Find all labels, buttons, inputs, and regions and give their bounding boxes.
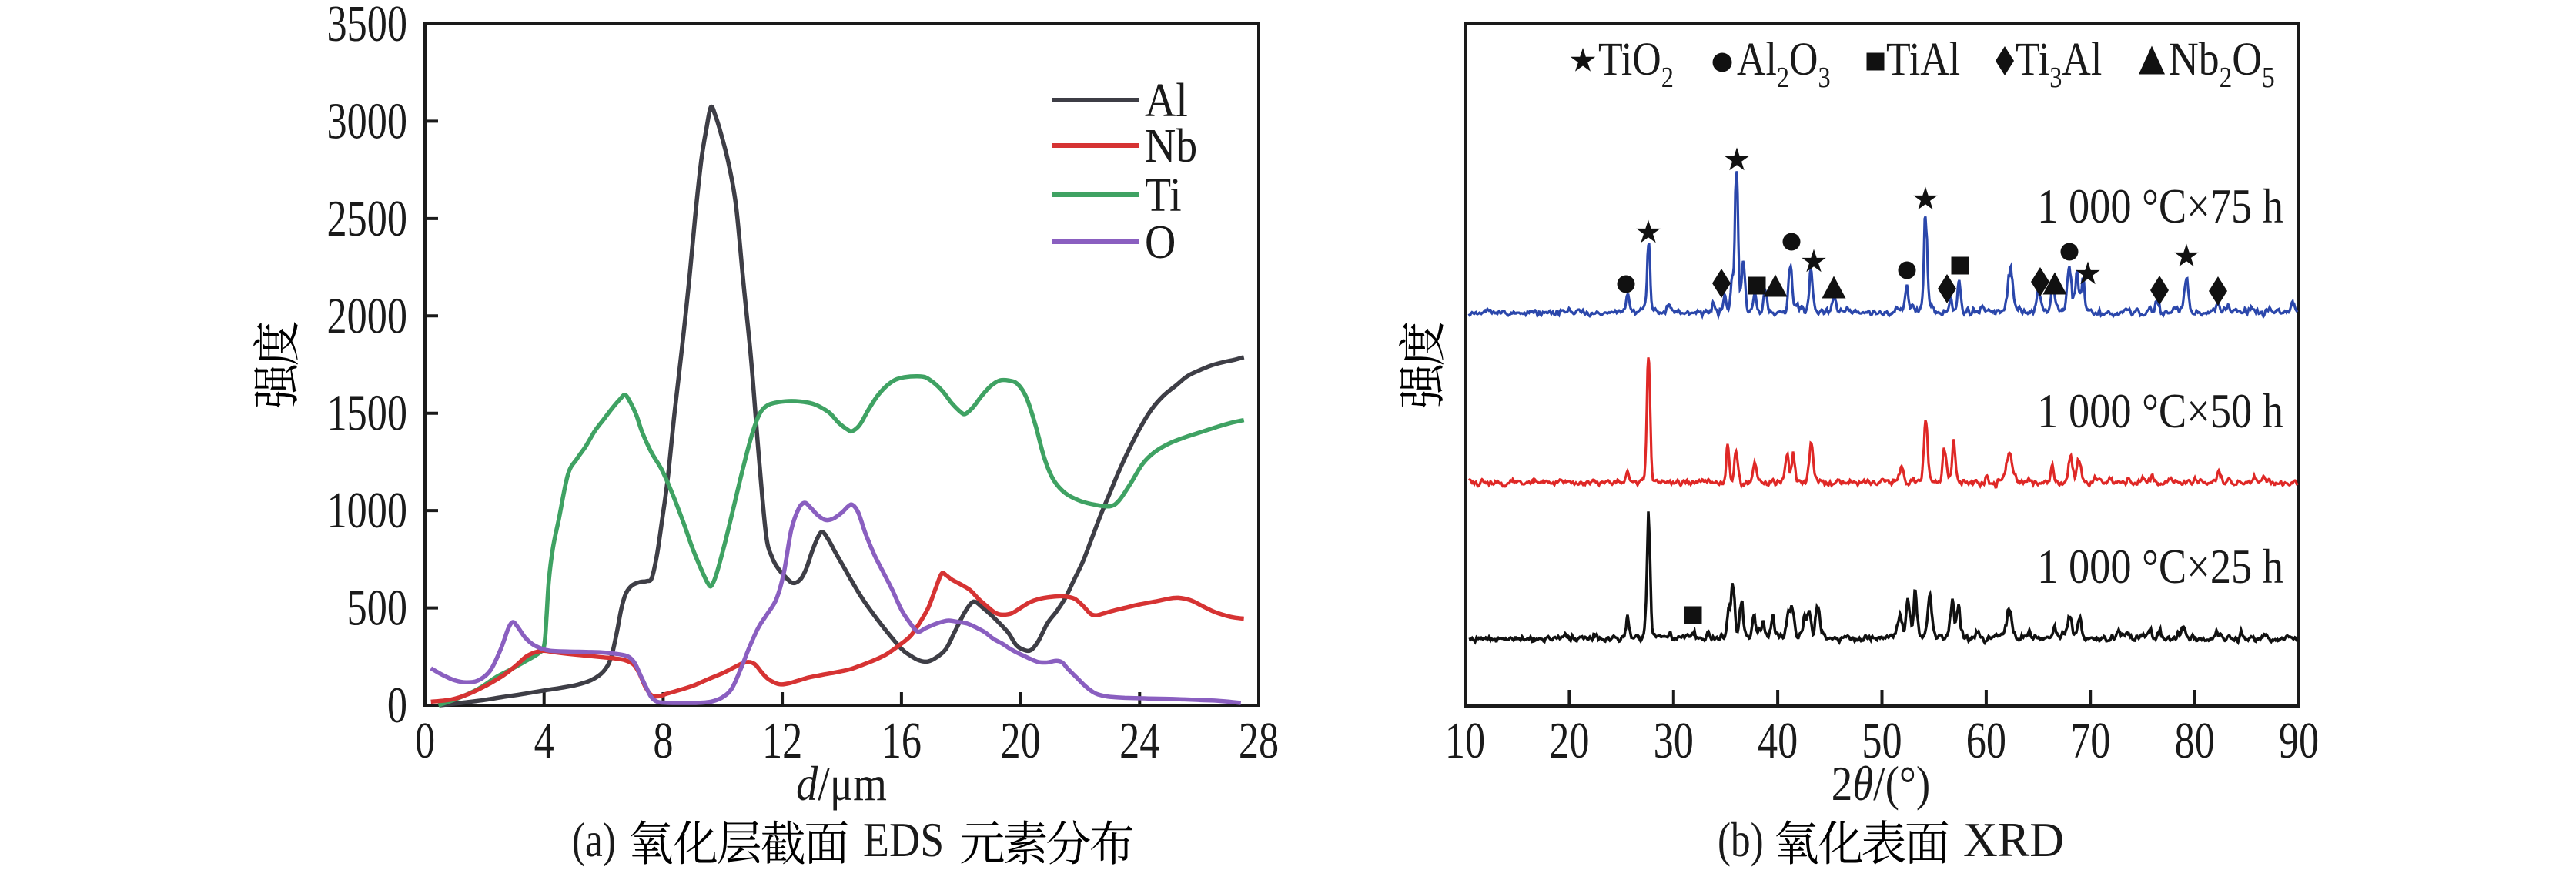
svg-text:0: 0: [387, 676, 407, 734]
svg-text:60: 60: [1966, 711, 2006, 769]
svg-text:Ti3Al: Ti3Al: [2016, 34, 2102, 93]
svg-text:12: 12: [762, 711, 802, 769]
svg-text:(b): (b): [1718, 812, 1764, 868]
svg-text:EDS: EDS: [863, 812, 944, 866]
svg-text:20: 20: [1549, 711, 1589, 769]
svg-text:16: 16: [882, 711, 922, 769]
svg-text:TiAl: TiAl: [1886, 34, 1960, 85]
svg-text:XRD: XRD: [1963, 812, 2064, 867]
svg-text:1 000 °C×50 h: 1 000 °C×50 h: [2037, 383, 2283, 438]
svg-text:28: 28: [1239, 711, 1279, 769]
svg-text:30: 30: [1654, 711, 1694, 769]
svg-text:TiO2: TiO2: [1598, 34, 1674, 93]
svg-text:d/μm: d/μm: [796, 757, 887, 811]
svg-text:3000: 3000: [326, 92, 407, 149]
svg-text:Ti: Ti: [1145, 168, 1182, 221]
svg-text:80: 80: [2174, 711, 2214, 769]
svg-text:70: 70: [2070, 711, 2110, 769]
svg-text:90: 90: [2279, 711, 2319, 769]
svg-text:O: O: [1145, 215, 1176, 268]
svg-text:4: 4: [534, 711, 554, 769]
svg-text:8: 8: [653, 711, 673, 769]
svg-text:Nb: Nb: [1145, 119, 1197, 172]
svg-text:Al: Al: [1145, 73, 1188, 126]
svg-text:1 000 °C×25 h: 1 000 °C×25 h: [2037, 539, 2283, 594]
svg-text:1500: 1500: [326, 383, 407, 441]
svg-text:3500: 3500: [326, 0, 407, 52]
svg-text:20: 20: [1000, 711, 1040, 769]
svg-text:1000: 1000: [326, 481, 407, 539]
svg-text:0: 0: [415, 711, 435, 769]
svg-text:10: 10: [1445, 711, 1485, 769]
svg-text:2000: 2000: [326, 286, 407, 344]
svg-text:24: 24: [1119, 711, 1159, 769]
svg-text:2θ/(°): 2θ/(°): [1832, 756, 1930, 811]
svg-text:40: 40: [1758, 711, 1798, 769]
svg-text:1 000 °C×75 h: 1 000 °C×75 h: [2037, 179, 2283, 233]
svg-text:2500: 2500: [326, 189, 407, 247]
svg-text:(a): (a): [572, 812, 616, 868]
svg-text:50: 50: [1862, 711, 1902, 769]
svg-text:500: 500: [347, 578, 407, 636]
